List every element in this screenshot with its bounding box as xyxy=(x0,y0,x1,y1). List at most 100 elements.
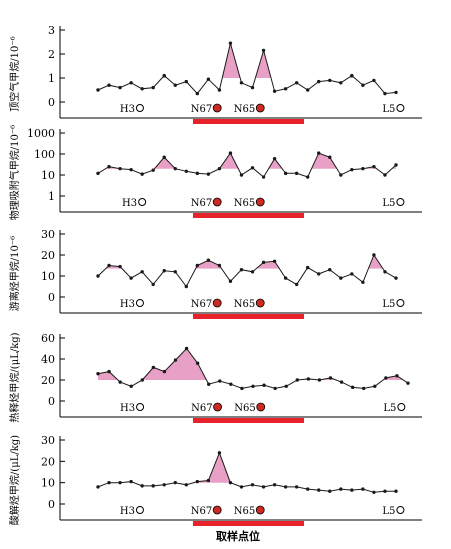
data-point xyxy=(339,380,344,384)
station-label: L5 xyxy=(382,506,395,517)
y-axis-label: 物理吸附气甲烷/10⁻⁶ xyxy=(8,125,21,220)
data-point xyxy=(217,88,222,92)
data-point xyxy=(229,382,233,386)
data-point xyxy=(96,171,100,176)
station-marker-open xyxy=(135,104,144,112)
data-point xyxy=(261,175,266,179)
anomaly-area xyxy=(142,348,207,380)
data-point xyxy=(206,172,211,176)
station-marker-open xyxy=(136,403,145,411)
data-point xyxy=(295,378,299,382)
y-tick-label: 20 xyxy=(41,249,55,262)
data-point xyxy=(239,268,244,272)
panel-3: 0 10 20 30 游离烃甲烷/10⁻⁶ H3 N67 N65 L5 xyxy=(8,228,422,319)
data-point xyxy=(240,386,244,391)
data-point xyxy=(118,380,122,384)
y-tick-label: 20 xyxy=(41,374,55,387)
data-point xyxy=(317,272,321,276)
data-point xyxy=(129,81,133,85)
data-point xyxy=(195,479,200,484)
data-point xyxy=(272,89,277,93)
red-bar xyxy=(193,521,304,526)
data-point xyxy=(129,479,133,484)
data-point xyxy=(328,155,332,159)
data-point xyxy=(162,269,166,273)
y-tick-label: 0 xyxy=(48,291,55,304)
y-tick-label: 2 xyxy=(48,48,55,61)
data-point xyxy=(350,167,354,172)
y-tick-label: 1 xyxy=(48,190,55,203)
data-point xyxy=(283,87,288,91)
y-tick-label: 0 xyxy=(48,96,55,109)
y-axis-label: 热释烃甲烷/(μL/kg) xyxy=(8,332,21,422)
data-point xyxy=(184,284,188,289)
data-point xyxy=(328,489,332,493)
station-label: N65 xyxy=(234,104,255,115)
anomaly-area xyxy=(256,261,280,269)
data-point xyxy=(107,263,111,268)
station-marker-filled xyxy=(255,103,265,113)
anomaly-area xyxy=(368,255,383,269)
data-point xyxy=(239,81,244,85)
data-point xyxy=(361,487,365,491)
station-label: H3 xyxy=(120,299,135,310)
anomaly-area xyxy=(193,452,231,483)
data-point xyxy=(96,485,100,489)
data-point xyxy=(306,175,310,179)
data-point xyxy=(350,73,354,78)
data-point xyxy=(394,90,398,95)
station-marker-filled xyxy=(212,298,222,308)
data-point xyxy=(317,151,321,155)
station-label: H3 xyxy=(120,104,135,115)
station-marker-filled xyxy=(212,103,222,113)
data-point xyxy=(262,383,266,387)
data-point xyxy=(383,91,387,96)
data-point xyxy=(173,166,177,171)
data-point xyxy=(107,164,111,169)
anomaly-area xyxy=(154,157,176,169)
data-point xyxy=(107,83,111,87)
data-point xyxy=(250,270,255,274)
series-line xyxy=(97,253,397,288)
data-point xyxy=(140,270,144,274)
station-label: N67 xyxy=(191,506,212,517)
y-tick-label: 30 xyxy=(41,228,55,241)
data-point xyxy=(261,48,266,53)
station-label: N67 xyxy=(191,198,212,209)
y-tick-label: 0 xyxy=(48,498,55,511)
data-point xyxy=(317,488,321,492)
red-bar xyxy=(193,314,304,319)
data-point xyxy=(184,346,189,351)
y-tick-label: 10 xyxy=(41,477,55,490)
data-point xyxy=(206,258,211,262)
data-point xyxy=(306,265,310,270)
data-point xyxy=(294,81,299,85)
data-point xyxy=(151,85,155,90)
data-point xyxy=(217,263,222,268)
data-point xyxy=(261,485,266,489)
data-point xyxy=(250,85,255,90)
station-label: L5 xyxy=(383,403,396,414)
station-marker-open xyxy=(396,299,405,307)
red-bar xyxy=(193,213,304,218)
data-point xyxy=(228,41,233,45)
data-point xyxy=(372,164,376,169)
data-point xyxy=(328,268,332,272)
data-point xyxy=(96,88,100,92)
data-point xyxy=(228,279,233,283)
anomaly-area xyxy=(222,43,241,78)
station-marker-filled xyxy=(255,197,265,207)
data-point xyxy=(394,163,398,167)
data-point xyxy=(284,384,288,388)
y-tick-label: 100 xyxy=(34,148,55,161)
station-label: N67 xyxy=(191,403,212,414)
station-marker-filled xyxy=(255,505,265,515)
data-point xyxy=(283,171,288,176)
data-point xyxy=(162,155,166,159)
data-point xyxy=(239,485,244,489)
station-label: N67 xyxy=(191,299,212,310)
data-point xyxy=(328,78,332,83)
data-point xyxy=(107,480,111,485)
data-point xyxy=(383,270,387,274)
data-point xyxy=(394,276,398,280)
